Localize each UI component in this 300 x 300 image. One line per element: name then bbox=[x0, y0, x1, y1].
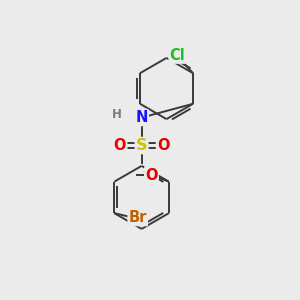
Text: Br: Br bbox=[128, 210, 147, 225]
Text: Cl: Cl bbox=[169, 48, 185, 63]
Text: O: O bbox=[114, 138, 126, 153]
Text: N: N bbox=[135, 110, 148, 125]
Text: O: O bbox=[157, 138, 169, 153]
Text: S: S bbox=[136, 138, 147, 153]
Text: O: O bbox=[145, 167, 158, 182]
Text: H: H bbox=[112, 107, 121, 121]
